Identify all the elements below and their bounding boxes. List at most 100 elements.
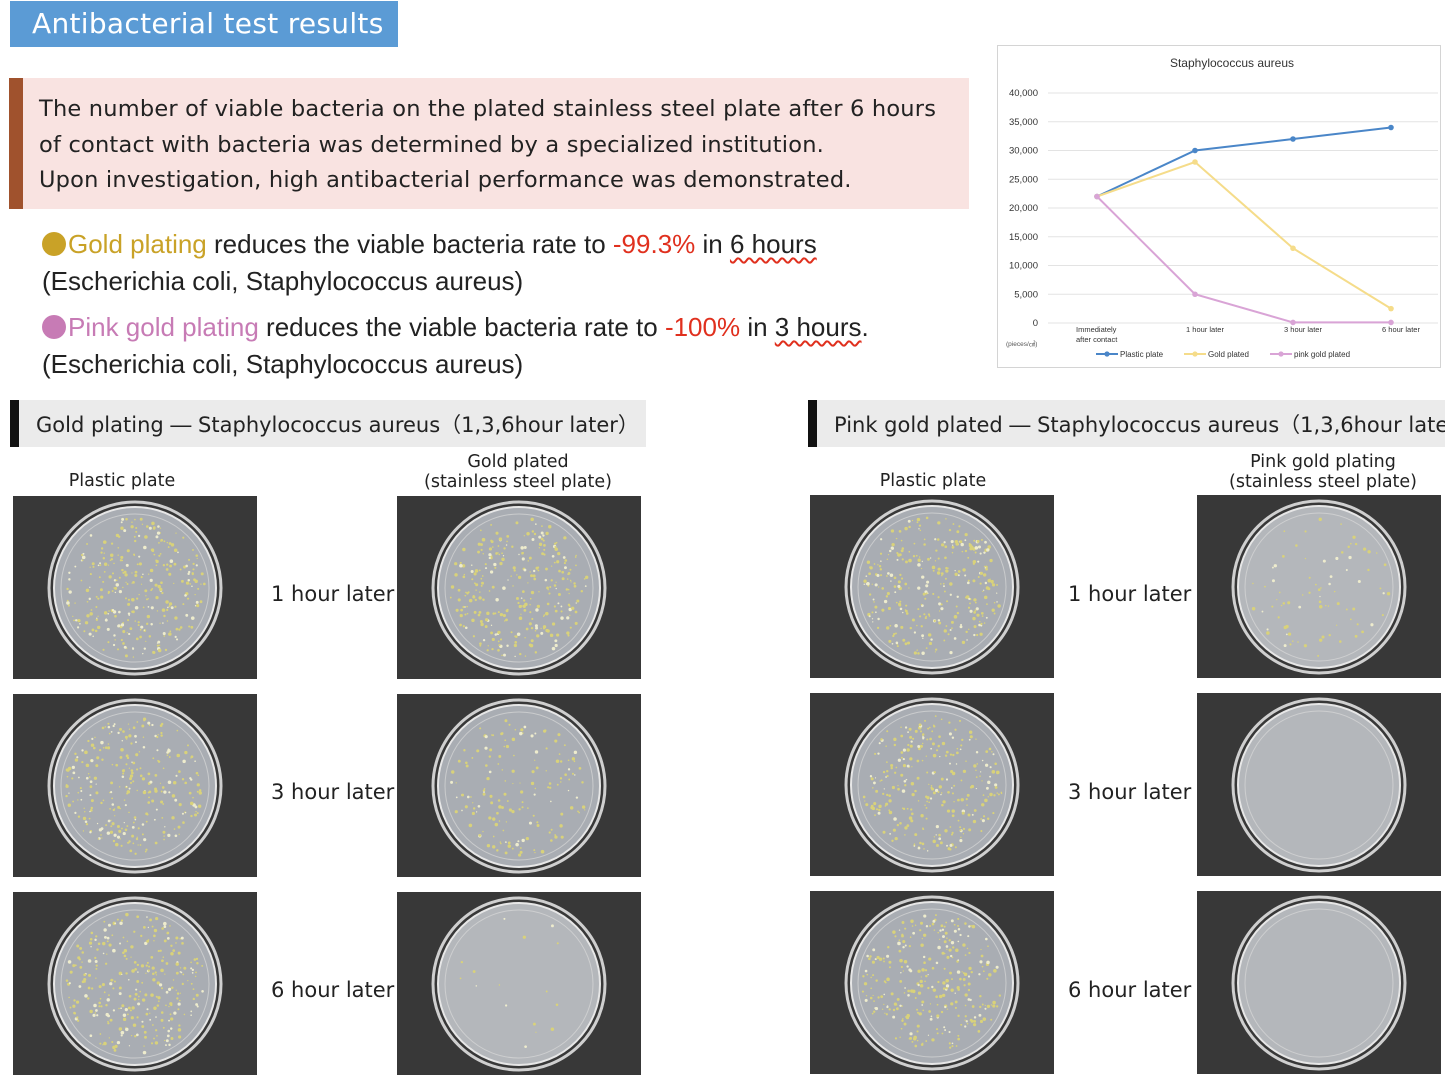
colony (525, 627, 529, 631)
colony (991, 608, 995, 612)
colony (957, 988, 960, 991)
colony (877, 564, 879, 566)
colony (123, 645, 127, 649)
colony (119, 559, 123, 562)
colony (159, 587, 163, 592)
dish-inner-rim (1244, 908, 1394, 1058)
colony (114, 922, 117, 925)
colony (144, 589, 148, 593)
colony (937, 980, 940, 984)
colony (574, 610, 578, 614)
colony (530, 626, 534, 630)
colony (994, 783, 998, 787)
colony (142, 1050, 147, 1055)
colony (478, 834, 482, 837)
colony (948, 732, 952, 736)
colony (569, 626, 572, 629)
colony (181, 812, 184, 815)
colony (148, 635, 152, 638)
colony (538, 591, 540, 593)
colony (177, 551, 179, 554)
colony (569, 579, 572, 582)
colony (867, 585, 870, 587)
colony (512, 782, 514, 785)
colony (179, 938, 181, 940)
colony (178, 833, 180, 835)
pink-row-label-3h: 3 hour later (1068, 780, 1192, 804)
colony (464, 805, 468, 809)
colony (901, 1019, 904, 1022)
colony (87, 959, 92, 963)
colony (76, 626, 80, 629)
colony (951, 552, 954, 554)
colony (976, 633, 979, 637)
colony (991, 582, 993, 585)
colony (937, 596, 940, 599)
colony (980, 624, 983, 627)
colony (488, 547, 493, 551)
colony (1328, 634, 1331, 637)
colony (936, 843, 939, 847)
colony (865, 803, 869, 807)
gold-control-photo-6h (13, 892, 257, 1075)
colony (182, 603, 185, 606)
colony (553, 605, 556, 608)
colony (134, 518, 136, 521)
colony (510, 575, 512, 577)
colony (524, 1045, 527, 1049)
colony (888, 794, 892, 797)
colony (165, 568, 169, 571)
colony (136, 1033, 139, 1037)
chart-svg: Staphylococcus aureus40,00035,00030,0002… (1006, 56, 1438, 359)
colony (954, 846, 957, 849)
colony (563, 536, 567, 540)
colony (1318, 605, 1323, 609)
colony (927, 557, 930, 561)
colony (520, 790, 524, 794)
colony (73, 999, 76, 1002)
colony (535, 766, 539, 770)
colony (194, 813, 198, 817)
colony (521, 806, 524, 809)
colony (511, 737, 516, 742)
colony (123, 954, 127, 958)
colony (973, 809, 977, 812)
colony (555, 1003, 559, 1007)
colony (951, 1045, 954, 1048)
colony (960, 1023, 963, 1026)
colony (861, 990, 865, 993)
colony (84, 811, 86, 813)
colony (915, 554, 918, 557)
colony (470, 570, 474, 574)
colony (936, 1014, 940, 1018)
colony (144, 993, 148, 997)
dish-agar (1237, 505, 1401, 669)
colony (497, 611, 500, 614)
colony (538, 535, 542, 539)
colony (924, 969, 928, 972)
colony (880, 560, 882, 562)
colony (197, 804, 202, 808)
colony (911, 812, 914, 816)
colony (996, 771, 999, 775)
colony (904, 642, 908, 646)
colony (972, 560, 977, 564)
colony (514, 635, 517, 638)
colony (987, 579, 991, 583)
colony (170, 1017, 174, 1021)
dish-agar (437, 506, 601, 670)
colony (930, 638, 933, 641)
colony (949, 629, 952, 631)
colony (868, 572, 871, 576)
colony (894, 771, 897, 774)
colony (933, 619, 936, 623)
pink-treated-label: Pink gold plating (stainless steel plate… (1198, 452, 1445, 492)
colony (166, 1034, 170, 1038)
colony (872, 1010, 876, 1013)
colony (982, 1017, 987, 1021)
petri-dish-image (1197, 891, 1441, 1074)
colony (111, 822, 115, 826)
colony (1352, 607, 1356, 611)
colony (168, 605, 171, 608)
colony (83, 630, 86, 633)
